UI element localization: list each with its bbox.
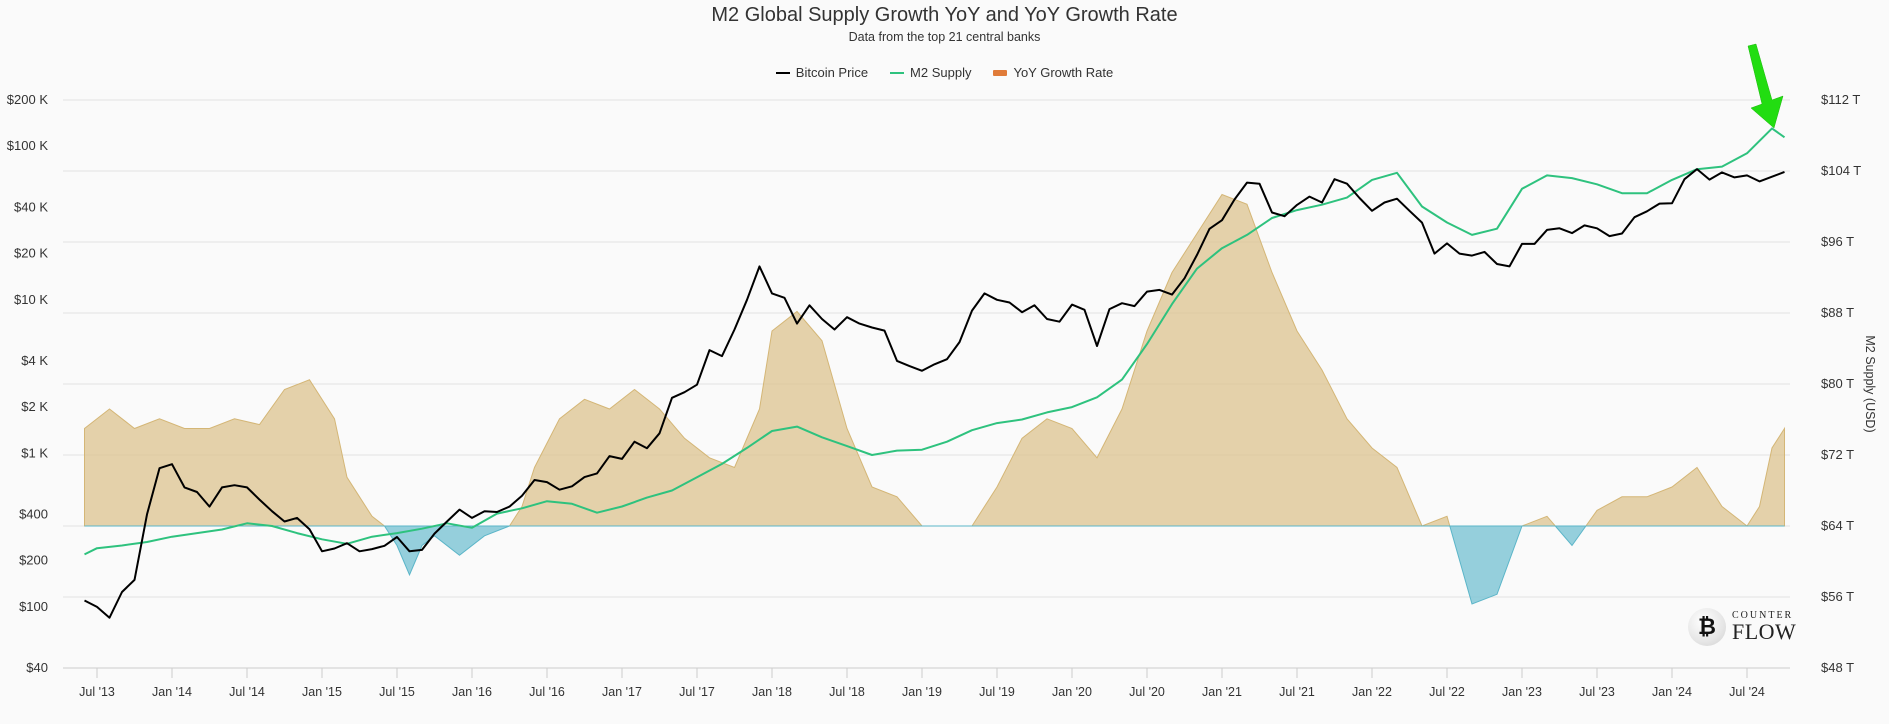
legend-item-m2-supply[interactable]: M2 Supply — [890, 65, 971, 80]
left-tick-label: $10 K — [14, 292, 48, 307]
x-tick-label: Jul '23 — [1579, 685, 1615, 699]
right-tick-label: $88 T — [1821, 305, 1854, 320]
x-tick-label: Jul '22 — [1429, 685, 1465, 699]
x-tick-label: Jul '13 — [79, 685, 115, 699]
green-arrow-icon — [1747, 43, 1784, 129]
left-tick-label: $200 — [19, 553, 48, 568]
x-tick-label: Jan '16 — [452, 685, 492, 699]
right-tick-label: $48 T — [1821, 660, 1854, 675]
counterflow-logo: ₿ COUNTER FLOW — [1688, 608, 1796, 646]
bitcoin-price-line — [84, 168, 1785, 619]
annotation-arrow — [1747, 43, 1784, 129]
legend-label: Bitcoin Price — [795, 65, 869, 80]
left-tick-label: $4 K — [21, 353, 48, 368]
legend: Bitcoin Price M2 Supply YoY Growth Rate — [0, 65, 1889, 80]
chart-title: M2 Global Supply Growth YoY and YoY Grow… — [711, 4, 1178, 26]
right-tick-label: $80 T — [1821, 376, 1854, 391]
x-tick-label: Jan '19 — [902, 685, 942, 699]
x-tick-label: Jan '20 — [1052, 685, 1092, 699]
legend-label: YoY Growth Rate — [1013, 65, 1114, 80]
left-tick-label: $100 K — [7, 138, 49, 153]
legend-swatch-bitcoin-price — [775, 71, 790, 74]
x-tick-label: Jul '24 — [1729, 685, 1765, 699]
right-tick-label: $64 T — [1821, 518, 1854, 533]
m2-supply-layer — [84, 127, 1786, 556]
m2-supply-line — [84, 127, 1786, 556]
chart-subtitle: Data from the top 21 central banks — [848, 30, 1041, 44]
left-tick-label: $400 — [19, 506, 48, 521]
x-tick-label: Jan '24 — [1652, 685, 1692, 699]
x-axis: Jul '13 Jan '14 Jul '14 Jan '15 Jul '15 Jan '… — [79, 668, 1765, 699]
yoy-negative-area — [84, 525, 1785, 605]
x-tick-label: Jul '18 — [829, 685, 865, 699]
left-axis: $200 K $100 K $40 K $20 K $10 K $4 K $2 K $1 K $… — [7, 92, 49, 675]
left-tick-label: $20 K — [14, 246, 48, 261]
legend-item-yoy-growth-rate[interactable]: YoY Growth Rate — [993, 65, 1113, 80]
x-tick-label: Jul '16 — [529, 685, 565, 699]
logo-top-text: COUNTER — [1732, 610, 1794, 621]
left-tick-label: $2 K — [21, 399, 48, 414]
x-tick-label: Jul '15 — [379, 685, 415, 699]
left-tick-label: $200 K — [7, 92, 49, 107]
yoy-growth-area-layer — [84, 193, 1785, 605]
x-tick-label: Jan '22 — [1352, 685, 1392, 699]
x-tick-label: Jul '20 — [1129, 685, 1165, 699]
left-tick-label: $1 K — [21, 445, 48, 460]
right-tick-label: $72 T — [1821, 447, 1854, 462]
x-tick-label: Jul '14 — [229, 685, 265, 699]
left-tick-label: $40 K — [14, 199, 48, 214]
left-tick-label: $40 — [26, 660, 48, 675]
right-axis: $112 T $104 T $96 T $88 T $80 T $72 T $64 T $56… — [1821, 92, 1861, 675]
x-tick-label: Jul '21 — [1279, 685, 1315, 699]
x-tick-label: Jan '14 — [152, 685, 192, 699]
legend-label: M2 Supply — [910, 65, 972, 80]
legend-item-bitcoin-price[interactable]: Bitcoin Price — [775, 65, 869, 80]
x-tick-label: Jul '19 — [979, 685, 1015, 699]
legend-swatch-m2-supply — [890, 71, 905, 74]
right-tick-label: $96 T — [1821, 234, 1854, 249]
right-axis-title: M2 Supply (USD) — [1863, 335, 1877, 432]
logo-bottom-text: FLOW — [1732, 619, 1797, 644]
right-tick-label: $104 T — [1821, 163, 1861, 178]
x-tick-label: Jan '21 — [1202, 685, 1242, 699]
x-tick-label: Jan '17 — [602, 685, 642, 699]
right-tick-label: $56 T — [1821, 589, 1854, 604]
legend-swatch-yoy-growth-rate — [993, 69, 1008, 76]
left-tick-label: $100 — [19, 599, 48, 614]
x-tick-label: Jan '15 — [302, 685, 342, 699]
x-tick-label: Jan '18 — [752, 685, 792, 699]
x-tick-label: Jan '23 — [1502, 685, 1542, 699]
bitcoin-icon: ₿ — [1688, 608, 1726, 646]
grid-lines — [63, 99, 1790, 669]
bitcoin-price-layer — [84, 168, 1785, 619]
right-tick-label: $112 T — [1821, 92, 1860, 107]
x-tick-label: Jul '17 — [679, 685, 715, 699]
